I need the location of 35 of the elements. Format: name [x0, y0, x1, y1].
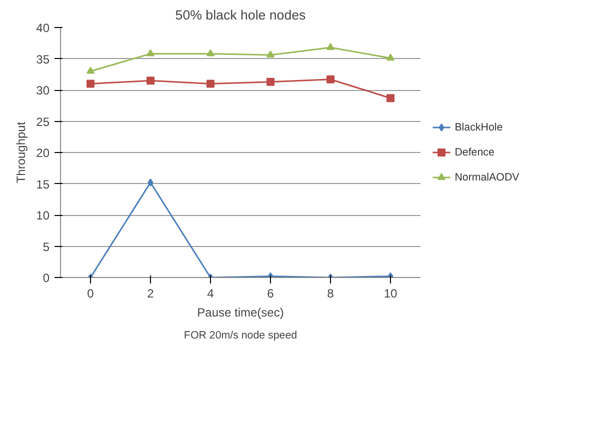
point	[386, 54, 394, 61]
point	[386, 94, 394, 102]
point	[266, 78, 274, 86]
point	[206, 49, 214, 56]
x-tick-label: 2	[147, 286, 154, 300]
x-tick-label: 0	[87, 286, 94, 300]
point	[326, 75, 334, 84]
point	[206, 80, 214, 88]
x-tick-label: 6	[267, 286, 274, 300]
point	[146, 49, 154, 56]
y-tick-label: 30	[36, 84, 50, 98]
legend-label: BlackHole	[454, 122, 503, 134]
point	[326, 42, 334, 50]
legend-label: NormalAODV	[454, 172, 520, 184]
legend-label: Defence	[454, 146, 494, 158]
point	[86, 66, 94, 74]
y-tick-label: 0	[42, 271, 50, 285]
point	[86, 80, 94, 88]
y-tick-label: 5	[42, 240, 50, 254]
x-tick-label: 10	[384, 286, 398, 300]
y-tick-label: 10	[36, 208, 50, 222]
point	[146, 76, 154, 85]
y-tick-label: 25	[36, 114, 50, 129]
y-tick-label: 40	[36, 21, 50, 35]
point	[148, 178, 154, 186]
y-tick-label: 15	[36, 177, 50, 192]
x-tick-label: 4	[207, 286, 214, 300]
chart-title: 50% black hole nodes	[175, 8, 306, 22]
y-tick-label: 20	[36, 146, 50, 160]
point	[266, 50, 274, 58]
y-axis-title: Throughput	[14, 121, 28, 184]
y-tick-label: 35	[36, 52, 50, 66]
text: FOR 20m/s node speed	[184, 330, 298, 342]
x-tick-label: 8	[327, 286, 334, 300]
x-axis-title: Pause time(sec)	[197, 306, 284, 320]
